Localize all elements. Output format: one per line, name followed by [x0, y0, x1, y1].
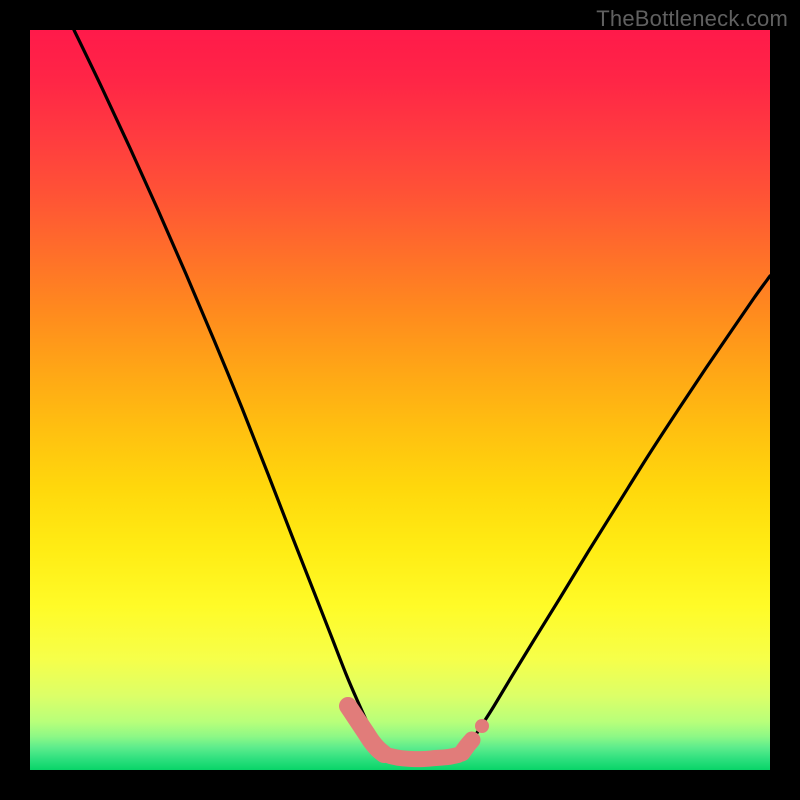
chart-svg	[30, 30, 770, 770]
gradient-background	[30, 30, 770, 770]
chart-plot-area	[30, 30, 770, 770]
watermark-text: TheBottleneck.com	[596, 6, 788, 32]
